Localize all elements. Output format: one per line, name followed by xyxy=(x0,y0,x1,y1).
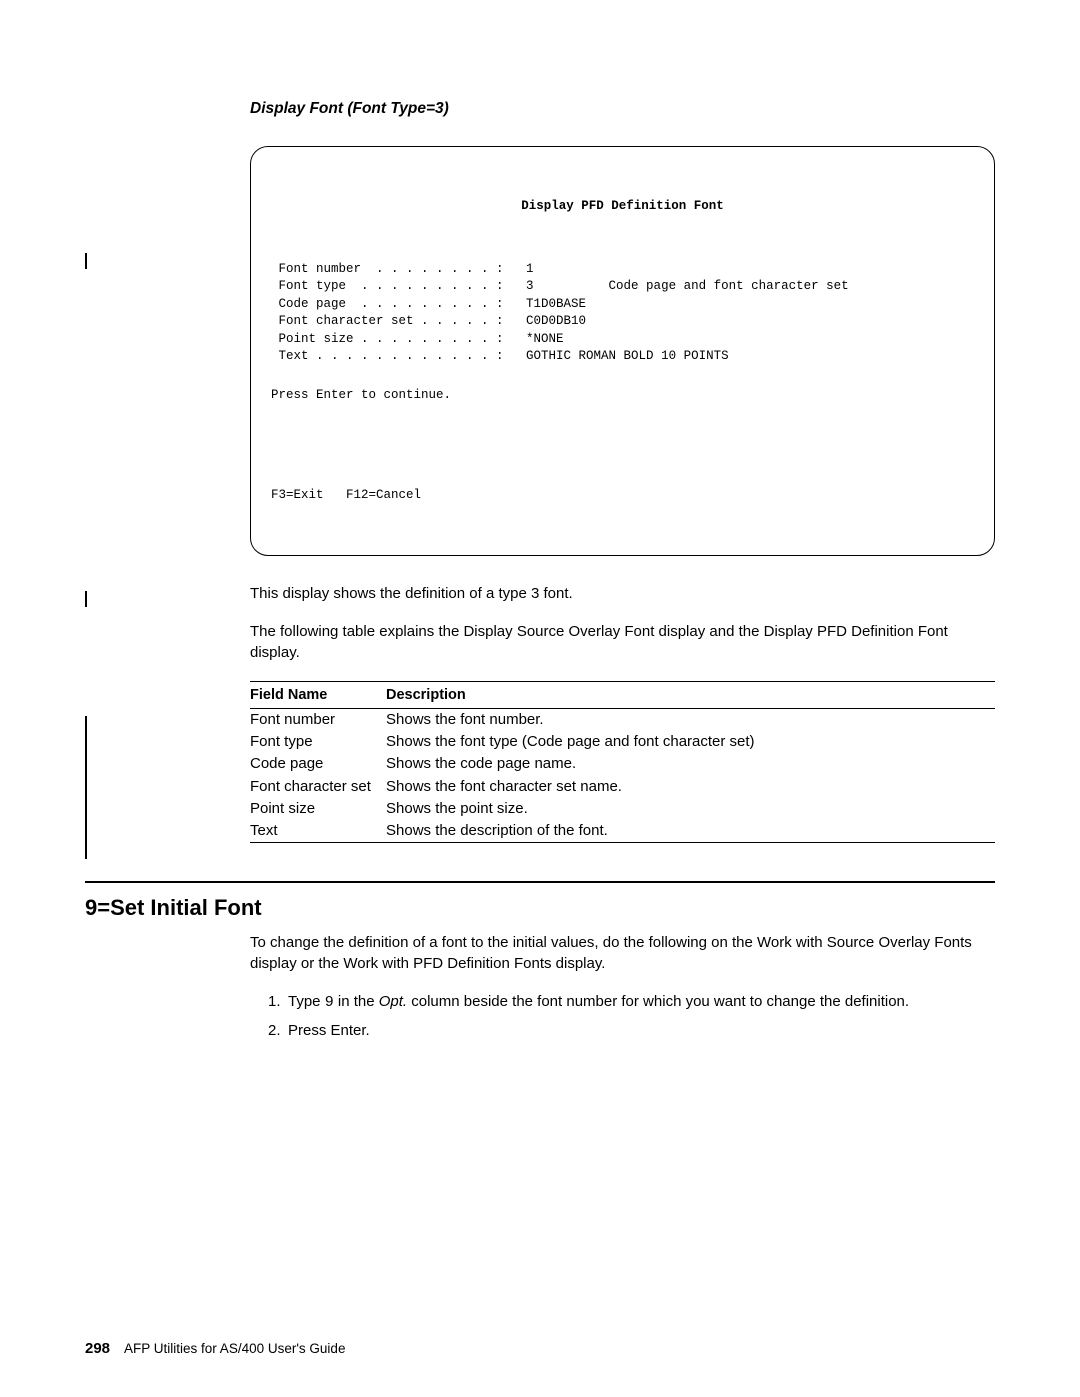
table-cell-field: Font character set xyxy=(250,777,386,797)
table-cell-desc: Shows the code page name. xyxy=(386,754,995,774)
terminal-fkeys: F3=Exit F12=Cancel xyxy=(271,487,451,505)
terminal-body: Font number . . . . . . . . : 1 Font typ… xyxy=(271,261,974,366)
list-text: Type 9 in the Opt. column beside the fon… xyxy=(288,992,995,1013)
list-number: 2. xyxy=(268,1021,288,1041)
body-paragraph: This display shows the definition of a t… xyxy=(250,584,995,604)
change-bar xyxy=(85,253,87,269)
footer-text: AFP Utilities for AS/400 User's Guide xyxy=(124,1341,345,1356)
table-row: Font character setShows the font charact… xyxy=(250,776,995,798)
table-row: Font typeShows the font type (Code page … xyxy=(250,731,995,753)
table-cell-field: Text xyxy=(250,821,386,841)
terminal-title: Display PFD Definition Font xyxy=(271,198,974,216)
body-paragraph: The following table explains the Display… xyxy=(250,622,995,663)
field-table: Field Name Description Font numberShows … xyxy=(250,681,995,844)
table-cell-field: Font type xyxy=(250,732,386,752)
table-cell-desc: Shows the point size. xyxy=(386,799,995,819)
table-header-desc: Description xyxy=(386,687,995,703)
ordered-list-item: 2. Press Enter. xyxy=(268,1021,995,1041)
section-title: Display Font (Font Type=3) xyxy=(250,100,995,118)
change-bar xyxy=(85,716,87,859)
change-bar xyxy=(85,591,87,607)
table-cell-field: Code page xyxy=(250,754,386,774)
table-row: Point sizeShows the point size. xyxy=(250,798,995,820)
table-cell-desc: Shows the description of the font. xyxy=(386,821,995,841)
table-rule xyxy=(250,842,995,843)
table-cell-desc: Shows the font type (Code page and font … xyxy=(386,732,995,752)
table-row: TextShows the description of the font. xyxy=(250,820,995,842)
section-heading: 9=Set Initial Font xyxy=(85,881,995,921)
table-row: Font numberShows the font number. xyxy=(250,709,995,731)
terminal-continue: Press Enter to continue. xyxy=(271,387,451,405)
body-paragraph: To change the definition of a font to th… xyxy=(250,933,995,974)
page-number: 298 xyxy=(85,1340,110,1357)
table-cell-desc: Shows the font number. xyxy=(386,710,995,730)
table-header-field: Field Name xyxy=(250,687,386,703)
list-text: Press Enter. xyxy=(288,1021,995,1041)
list-number: 1. xyxy=(268,992,288,1013)
ordered-list-item: 1. Type 9 in the Opt. column beside the … xyxy=(268,992,995,1013)
table-cell-field: Point size xyxy=(250,799,386,819)
table-cell-desc: Shows the font character set name. xyxy=(386,777,995,797)
table-header-row: Field Name Description xyxy=(250,682,995,708)
page-footer: 298 AFP Utilities for AS/400 User's Guide xyxy=(85,1340,345,1357)
table-row: Code pageShows the code page name. xyxy=(250,753,995,775)
table-cell-field: Font number xyxy=(250,710,386,730)
terminal-screen: Display PFD Definition Font Font number … xyxy=(250,146,995,556)
